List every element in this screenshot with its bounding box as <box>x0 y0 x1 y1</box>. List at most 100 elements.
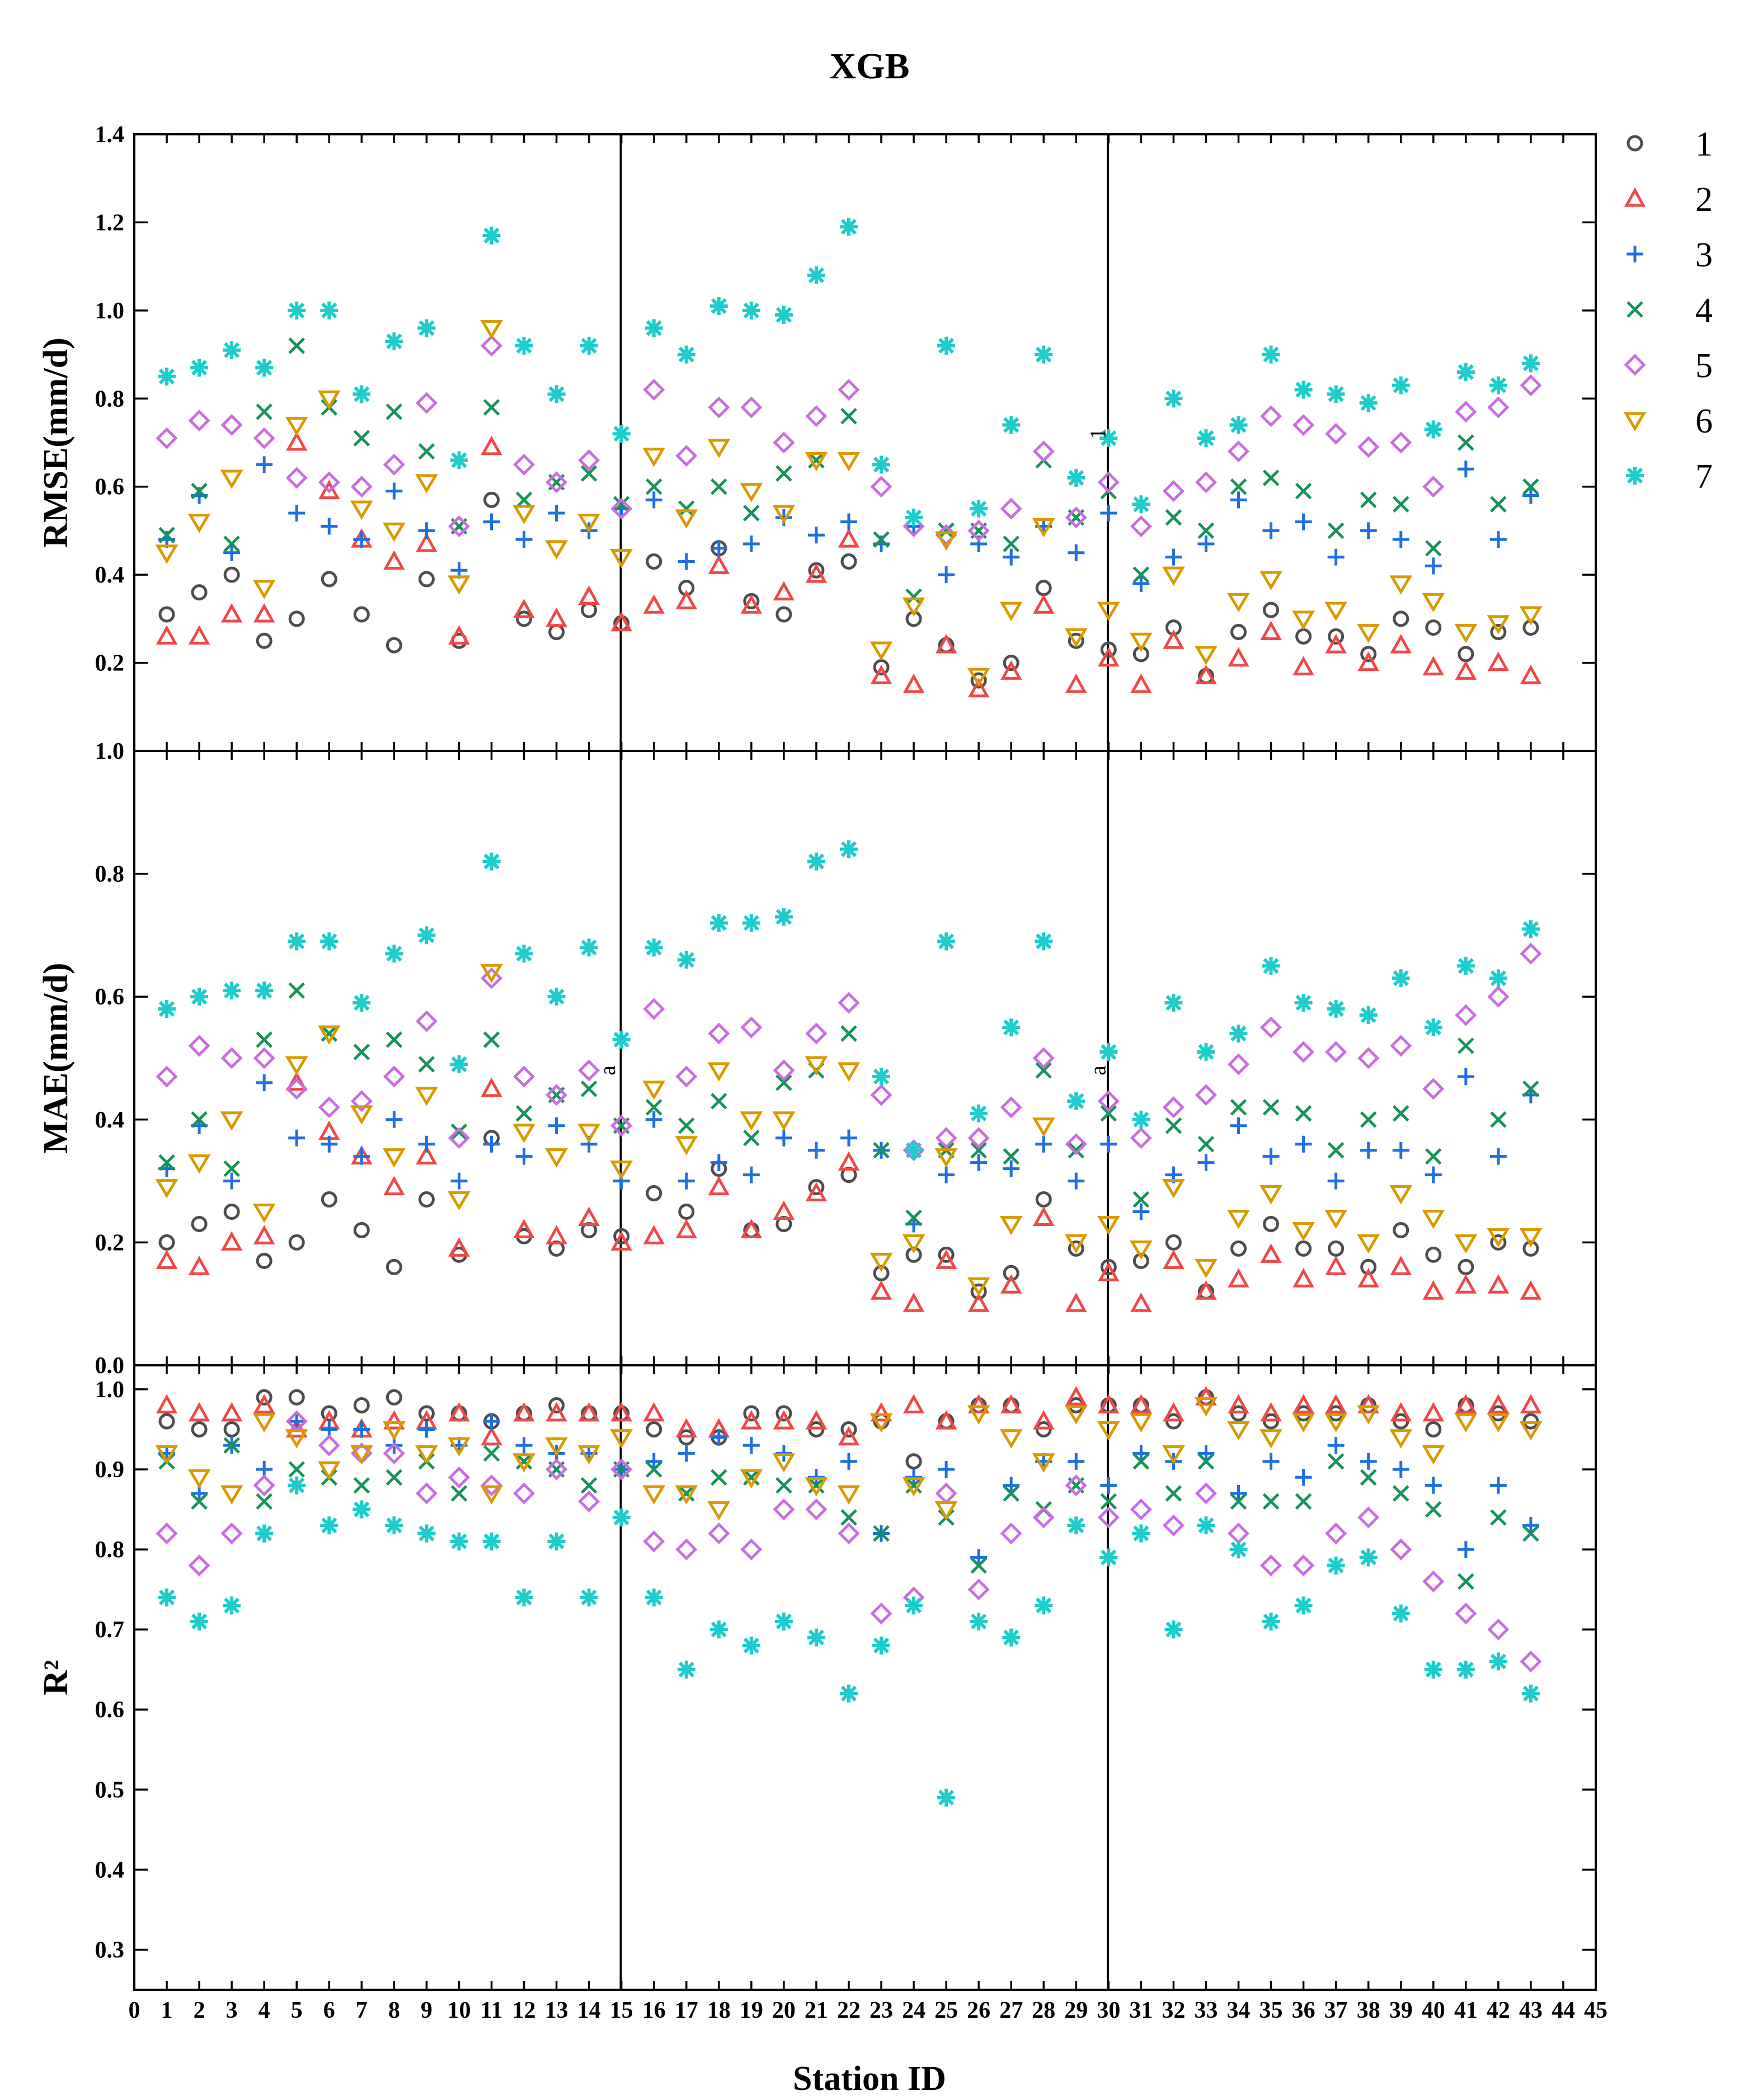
point-series-7-station-38 <box>1359 394 1378 412</box>
point-series-4-station-20 <box>776 465 792 482</box>
x-tick-label: 23 <box>870 1998 893 2023</box>
point-series-4-station-38 <box>1360 1469 1377 1486</box>
point-series-2-station-9 <box>416 532 438 552</box>
point-series-2-station-24 <box>903 1394 925 1414</box>
point-series-6-station-27 <box>999 1429 1023 1449</box>
point-series-7-station-1 <box>158 1588 176 1606</box>
point-series-4-station-20 <box>776 1477 792 1494</box>
point-series-2-station-40 <box>1422 656 1445 675</box>
point-series-5-station-6 <box>318 1096 340 1119</box>
point-series-5-station-38 <box>1357 1047 1380 1069</box>
point-series-1-station-40 <box>1425 1246 1442 1263</box>
point-series-6-station-1 <box>155 544 178 564</box>
x-tick-label: 8 <box>388 1998 400 2023</box>
point-series-6-station-1 <box>155 1179 178 1199</box>
point-series-7-station-41 <box>1456 957 1475 975</box>
point-series-1-station-1 <box>158 1234 175 1251</box>
point-series-6-station-7 <box>350 1445 373 1465</box>
x-tick-label: 28 <box>1032 1998 1055 2023</box>
point-series-1-station-4 <box>256 632 272 649</box>
point-series-7-station-6 <box>320 932 339 951</box>
point-series-2-station-10 <box>448 625 470 645</box>
point-series-1-station-35 <box>1263 602 1280 618</box>
point-series-5-station-8 <box>383 453 405 476</box>
point-series-7-station-43 <box>1521 920 1540 938</box>
point-series-5-station-10 <box>448 1127 470 1149</box>
point-series-2-station-5 <box>285 431 308 451</box>
point-series-3-station-33 <box>1197 1154 1215 1171</box>
point-series-3-station-8 <box>386 1111 403 1128</box>
point-series-5-station-25 <box>935 1127 957 1149</box>
point-series-3-station-16 <box>645 1111 662 1128</box>
point-series-7-station-36 <box>1294 994 1313 1012</box>
point-series-7-station-1 <box>158 1000 176 1018</box>
point-series-2-station-17 <box>675 1219 698 1238</box>
x-tick-label: 2 <box>194 1998 205 2023</box>
point-series-4-station-11 <box>483 1031 500 1048</box>
point-series-6-station-10 <box>448 1191 471 1211</box>
point-series-6-station-2 <box>187 1154 211 1174</box>
legend-item-6: 6 <box>1623 402 1713 440</box>
point-series-3-station-21 <box>807 527 825 544</box>
point-series-5-station-17 <box>675 1065 698 1088</box>
point-series-4-station-43 <box>1522 478 1539 495</box>
point-series-4-station-2 <box>191 482 208 500</box>
point-series-7-station-24 <box>905 1596 923 1615</box>
point-series-5-station-17 <box>675 1538 698 1561</box>
point-series-2-station-18 <box>708 555 730 574</box>
point-series-5-station-2 <box>188 1035 210 1057</box>
point-series-3-station-40 <box>1425 1166 1442 1183</box>
point-series-5-station-7 <box>350 1090 373 1112</box>
point-series-5-station-27 <box>1000 497 1022 520</box>
point-series-7-station-40 <box>1424 1018 1442 1037</box>
point-series-7-station-11 <box>482 227 501 245</box>
point-series-6-station-24 <box>902 1234 925 1254</box>
point-series-1-station-36 <box>1295 1240 1312 1257</box>
point-series-7-station-34 <box>1229 1540 1248 1559</box>
point-series-7-station-15 <box>612 425 631 443</box>
point-series-5-station-30 <box>1097 1090 1120 1112</box>
x-tick-label: 22 <box>837 1998 861 2023</box>
point-series-2-station-13 <box>546 1225 567 1244</box>
point-series-6-station-7 <box>350 500 373 520</box>
point-series-6-station-19 <box>740 483 763 502</box>
x-tick-label: 38 <box>1357 1998 1380 2023</box>
point-series-6-station-5 <box>285 1429 308 1449</box>
point-series-1-station-31 <box>1132 1252 1149 1269</box>
point-series-5-station-43 <box>1520 1650 1542 1673</box>
point-series-2-station-10 <box>448 1402 470 1422</box>
point-series-5-station-37 <box>1325 422 1347 445</box>
x-tick-label: 43 <box>1519 1998 1543 2023</box>
point-series-7-station-22 <box>839 218 858 236</box>
point-series-7-station-34 <box>1229 416 1248 434</box>
point-series-3-station-34 <box>1230 1484 1247 1502</box>
point-series-2-station-29 <box>1065 1293 1087 1312</box>
point-series-4-station-14 <box>580 1080 598 1097</box>
point-series-6-station-29 <box>1064 628 1088 648</box>
point-series-5-station-14 <box>578 1059 600 1082</box>
point-series-4-station-26 <box>970 1141 987 1159</box>
point-series-2-station-2 <box>188 1402 210 1422</box>
point-series-4-station-43 <box>1522 1080 1539 1097</box>
point-series-4-station-11 <box>483 1445 500 1462</box>
point-series-7-station-33 <box>1197 1516 1215 1535</box>
point-series-3-station-31 <box>1132 1203 1150 1220</box>
point-series-2-station-15 <box>610 612 632 632</box>
point-series-6-station-39 <box>1389 1185 1413 1205</box>
point-series-5-station-42 <box>1487 985 1510 1008</box>
point-series-2-station-32 <box>1163 1402 1185 1422</box>
point-series-2-station-14 <box>578 1206 600 1226</box>
x-tick-label: 9 <box>421 1998 433 2023</box>
point-series-5-station-15 <box>610 1115 633 1137</box>
point-series-6-station-9 <box>415 1087 438 1106</box>
point-series-4-station-12 <box>515 1453 533 1470</box>
x-tick-label: 24 <box>902 1998 925 2023</box>
point-series-7-station-37 <box>1327 1556 1345 1575</box>
point-series-3-station-4 <box>256 456 273 473</box>
point-series-2-station-3 <box>220 603 243 623</box>
point-series-4-station-8 <box>386 403 403 420</box>
point-series-7-station-24 <box>905 508 923 527</box>
point-series-5-station-41 <box>1455 401 1477 423</box>
point-series-3-station-30 <box>1100 1135 1117 1153</box>
y-tick-label: 0.2 <box>95 651 125 676</box>
